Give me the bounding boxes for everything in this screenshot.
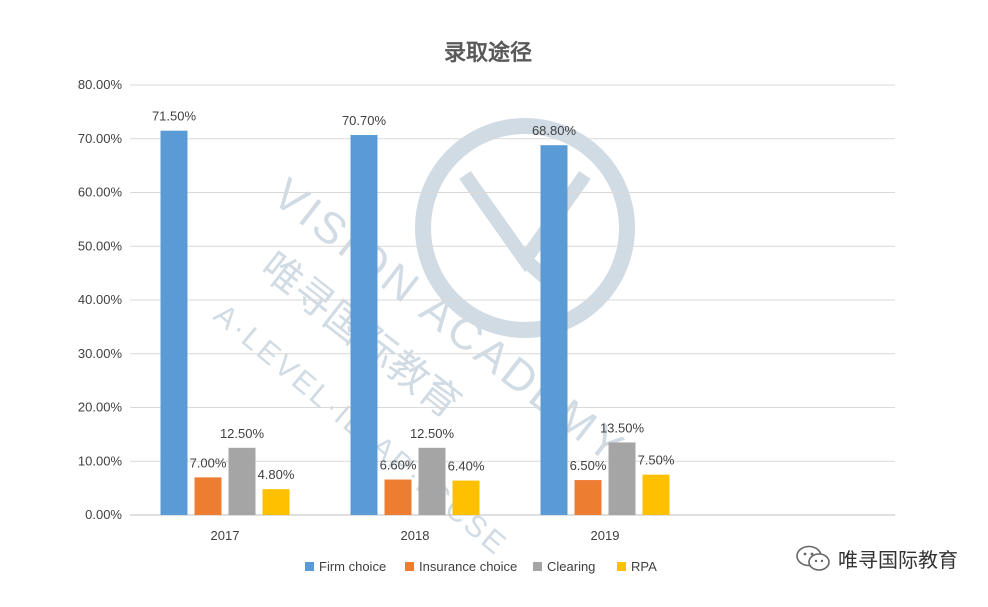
watermark-logo-ring <box>415 118 635 338</box>
gridlines <box>130 84 895 516</box>
y-tick-label: 0.00% <box>85 507 122 522</box>
data-label: 70.70% <box>342 113 387 128</box>
bar <box>384 479 412 515</box>
bar <box>418 447 446 515</box>
data-label: 4.80% <box>258 467 295 482</box>
x-tick-label: 2017 <box>211 528 240 543</box>
legend: Firm choice Insurance choice Clearing RPA <box>305 559 657 574</box>
x-axis: 2017 2018 2019 <box>211 528 620 543</box>
y-tick-label: 30.00% <box>78 346 123 361</box>
legend-swatch <box>305 562 314 571</box>
legend-label: RPA <box>631 559 657 574</box>
bar <box>194 477 222 515</box>
bar <box>228 447 256 515</box>
legend-swatch <box>405 562 414 571</box>
data-label: 7.00% <box>190 455 227 470</box>
data-label: 6.50% <box>570 458 607 473</box>
x-tick-label: 2019 <box>591 528 620 543</box>
bar <box>540 145 568 515</box>
y-tick-label: 80.00% <box>78 77 123 92</box>
y-tick-label: 50.00% <box>78 238 123 253</box>
brand-footer: 唯寻国际教育 <box>796 544 958 573</box>
bar <box>262 489 290 515</box>
data-label: 12.50% <box>410 426 455 441</box>
y-tick-label: 70.00% <box>78 131 123 146</box>
bars: 71.50% 7.00% 12.50% 4.80% 70.70% 6.60% 12.50% 6… <box>152 109 675 516</box>
y-axis: 0.00% 10.00% 20.00% 30.00% 40.00% 50.00% 60.00… <box>78 77 123 522</box>
legend-swatch <box>617 562 626 571</box>
y-tick-label: 20.00% <box>78 400 123 415</box>
data-label: 12.50% <box>220 426 265 441</box>
legend-label: Firm choice <box>319 559 386 574</box>
chart-title: 录取途径 <box>444 40 532 66</box>
y-tick-label: 60.00% <box>78 185 123 200</box>
wechat-icon <box>796 545 830 571</box>
bar <box>350 134 378 516</box>
bar <box>160 130 188 515</box>
legend-label: Clearing <box>547 559 595 574</box>
data-label: 6.40% <box>448 459 485 474</box>
data-label: 6.60% <box>380 458 417 473</box>
data-label: 71.50% <box>152 109 197 124</box>
legend-swatch <box>533 562 542 571</box>
data-label: 68.80% <box>532 123 577 138</box>
data-label: 7.50% <box>638 453 675 468</box>
data-label: 13.50% <box>600 420 645 435</box>
legend-label: Insurance choice <box>419 559 517 574</box>
brand-name: 唯寻国际教育 <box>838 548 958 572</box>
bar <box>642 474 670 515</box>
bar <box>608 442 636 515</box>
x-tick-label: 2018 <box>401 528 430 543</box>
y-tick-label: 40.00% <box>78 292 123 307</box>
y-tick-label: 10.00% <box>78 453 123 468</box>
bar <box>574 480 602 515</box>
bar <box>452 480 480 515</box>
